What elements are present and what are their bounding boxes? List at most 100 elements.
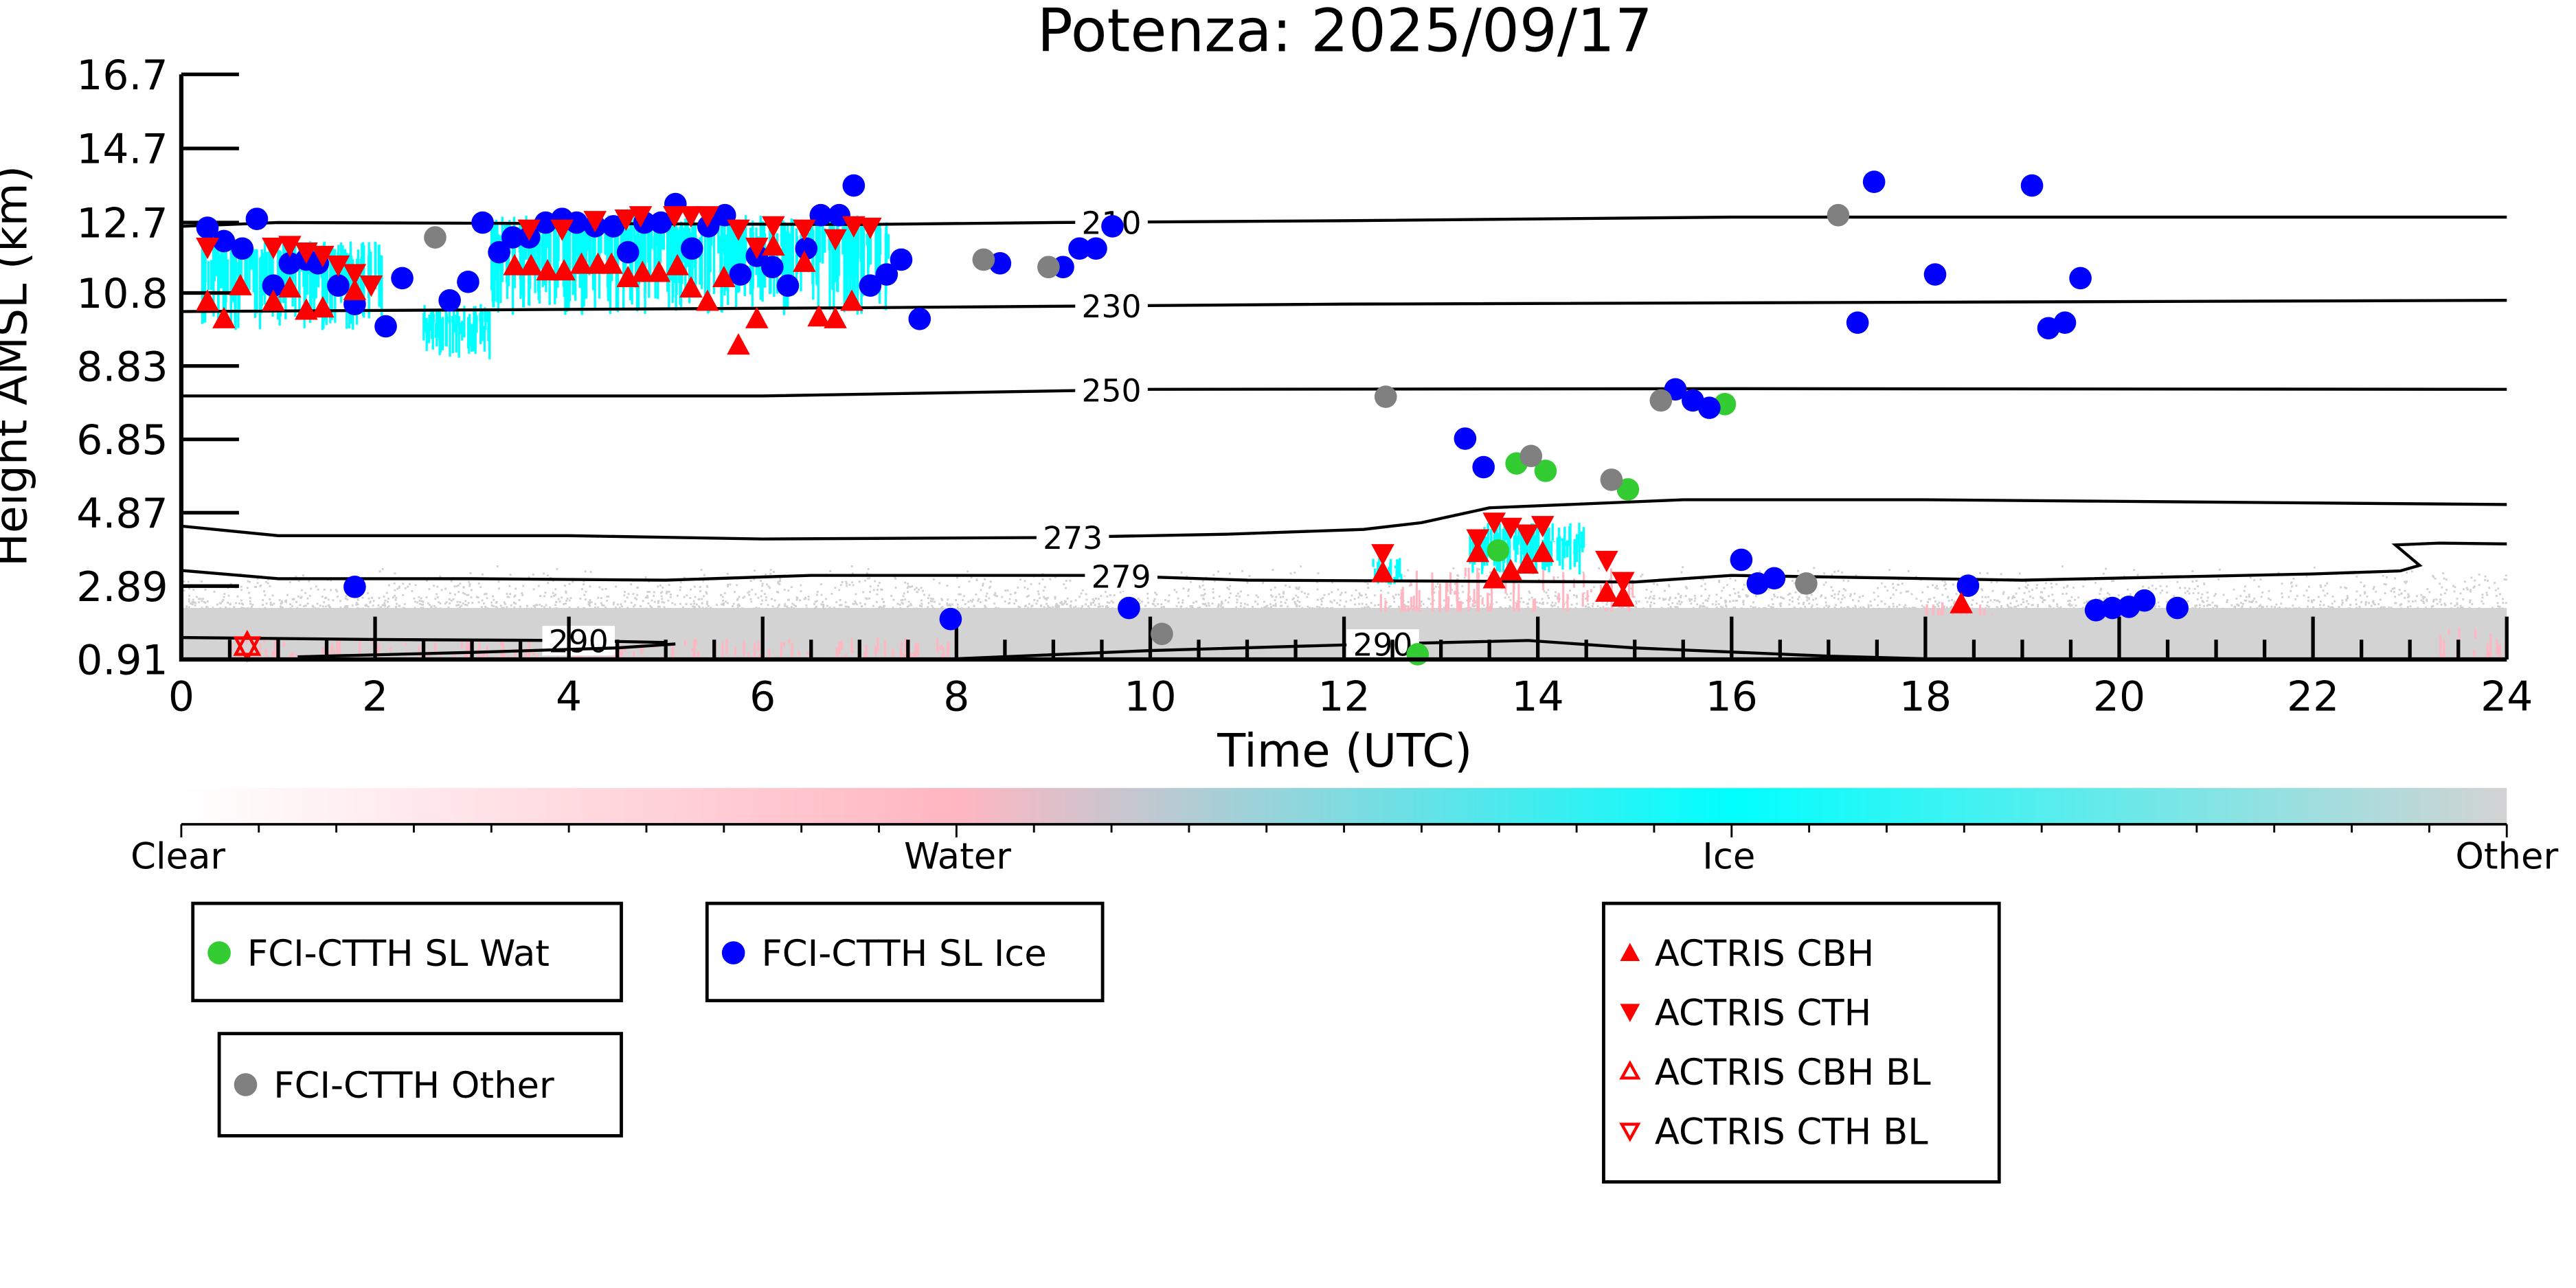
temperature-contours: 210230250273279290290: [181, 205, 2507, 663]
legend-marker-other: [234, 1073, 258, 1096]
point-fci-ctth-sl-ice: [457, 271, 479, 293]
isotherm-210: [181, 215, 2507, 228]
colorbar-gradient: [181, 788, 2507, 824]
point-fci-ctth-other: [1037, 256, 1060, 279]
point-actris-cbh: [727, 332, 750, 355]
point-fci-ctth-sl-ice: [2084, 598, 2108, 622]
isotherm-label-bg: [1075, 291, 1148, 321]
legend-ice: FCI-CTTH SL Ice: [705, 901, 1105, 1003]
legend-marker-cth-bl: [1619, 1122, 1641, 1142]
point-actris-cbh: [666, 253, 689, 275]
point-fci-ctth-sl-ice: [842, 174, 866, 197]
chart-title: Potenza: 2025/09/17: [1037, 0, 1653, 66]
point-fci-ctth-sl-ice: [391, 267, 414, 290]
point-actris-cth: [1515, 524, 1539, 546]
legend-marker-ice: [721, 941, 745, 964]
point-actris-cth: [196, 238, 219, 260]
point-actris-cbh: [1499, 558, 1522, 580]
x-tick-label: 12: [1318, 673, 1370, 721]
point-fci-ctth-sl-ice: [1118, 596, 1140, 620]
point-actris-cbh: [824, 306, 847, 328]
point-actris-cbh: [212, 306, 236, 328]
point-actris-cth: [842, 216, 866, 238]
isotherm-273: [181, 498, 2507, 541]
point-actris-cbh: [793, 250, 816, 272]
point-actris-cth: [1595, 550, 1618, 573]
plot-axes: [179, 74, 2507, 662]
point-fci-ctth-sl-ice: [1454, 427, 1477, 450]
point-actris-cbh: [536, 259, 559, 281]
point-actris-cth: [696, 206, 719, 228]
point-fci-ctth-sl-ice: [859, 274, 882, 297]
point-actris-cth: [1612, 572, 1635, 594]
point-actris-cbh: [631, 260, 655, 282]
point-actris-cbh: [552, 259, 576, 281]
point-actris-cth: [550, 219, 574, 241]
point-actris-cth: [663, 206, 686, 228]
legend-marker-wat: [207, 941, 231, 964]
legend-label-other: FCI-CTTH Other: [273, 1065, 554, 1107]
point-fci-ctth-other: [1795, 572, 1818, 595]
colorbar-ticks: [180, 824, 2508, 838]
point-actris-cbh: [696, 289, 719, 311]
point-actris-cth: [745, 238, 769, 260]
point-actris-cth: [326, 255, 350, 278]
colorbar: Clear Water Ice Other: [131, 788, 2558, 878]
y-tick-label: 10.8: [76, 270, 168, 318]
point-actris-cbh: [647, 260, 671, 282]
isotherm-250: [181, 387, 2507, 398]
point-fci-ctth-sl-ice: [1068, 237, 1091, 260]
point-fci-ctth-sl-ice: [1472, 455, 1495, 479]
point-fci-ctth-sl-ice: [908, 307, 931, 330]
point-actris-cth: [1499, 517, 1522, 539]
isotherm-label: 290: [549, 624, 609, 660]
cloud-mask-other-speckle: [183, 565, 2507, 610]
point-fci-ctth-other: [1519, 444, 1543, 468]
point-actris-cth: [727, 219, 750, 241]
legend-label-cbh-bl: ACTRIS CBH BL: [1655, 1052, 1931, 1094]
x-tick-label: 4: [556, 673, 582, 721]
point-actris-cth: [1466, 529, 1490, 551]
legend-label-ice: FCI-CTTH SL Ice: [761, 933, 1046, 975]
x-tick-label: 20: [2093, 673, 2145, 721]
point-actris-cth: [295, 242, 318, 264]
point-fci-ctth-sl-ice: [795, 237, 818, 260]
point-actris-cbh: [807, 305, 831, 327]
x-tick-label: 18: [1899, 673, 1952, 721]
point-actris-cbh: [1595, 580, 1618, 602]
point-actris-cbh-bl: [233, 629, 262, 656]
point-fci-ctth-sl-ice: [616, 240, 640, 264]
point-fci-ctth-sl-ice: [875, 263, 899, 286]
point-fci-ctth-sl-ice: [1763, 567, 1786, 590]
point-fci-ctth-sl-ice: [1101, 215, 1124, 238]
isotherm-label: 290: [1353, 626, 1412, 663]
legends: FCI-CTTH SL Wat FCI-CTTH SL Ice FCI-CTTH…: [191, 901, 2001, 1184]
point-fci-ctth-sl-ice: [809, 203, 833, 227]
isotherm-label: 279: [1092, 558, 1151, 595]
point-fci-ctth-other: [972, 248, 995, 271]
point-fci-ctth-sl-ice: [1862, 170, 1886, 194]
y-tick-label: 16.7: [76, 52, 168, 100]
x-tick-label: 8: [943, 673, 969, 721]
point-actris-cth: [359, 275, 383, 297]
point-actris-cbh: [311, 296, 335, 318]
point-actris-cbh: [761, 234, 785, 256]
colorbar-label-water: Water: [904, 836, 1011, 878]
point-fci-ctth-sl-ice: [649, 211, 673, 234]
point-actris-cth: [583, 211, 607, 233]
y-axis-label: Height AMSL (km): [0, 166, 37, 567]
point-actris-cth: [262, 238, 285, 260]
point-fci-ctth-sl-ice: [2133, 589, 2156, 612]
isotherm-label: 250: [1082, 373, 1142, 409]
x-tick-label: 24: [2481, 673, 2533, 721]
point-actris-cbh: [229, 273, 252, 295]
point-fci-ctth-sl-ice: [602, 215, 625, 238]
point-actris-cth: [311, 245, 335, 268]
x-tick-label: 16: [1706, 673, 1758, 721]
isotherm-label-bg: [1075, 375, 1148, 405]
y-tick-label: 12.7: [76, 200, 168, 248]
point-fci-ctth-sl-ice: [1730, 548, 1753, 572]
point-fci-ctth-sl-ice: [729, 263, 752, 286]
point-fci-ctth-sl-wat: [1406, 643, 1430, 666]
